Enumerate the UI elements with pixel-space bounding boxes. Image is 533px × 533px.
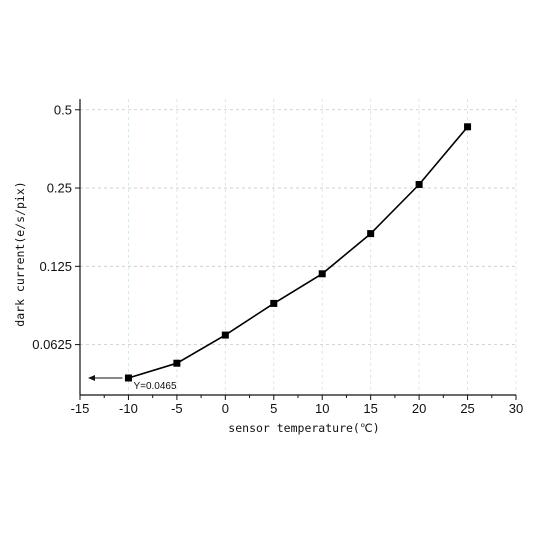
data-point-marker: [464, 123, 472, 131]
annotation-arrowhead: [88, 374, 95, 381]
series: [124, 123, 472, 382]
data-point-marker: [415, 180, 423, 188]
x-tick-label: -5: [171, 401, 183, 416]
data-point-marker: [221, 331, 229, 339]
series-line: [128, 126, 469, 379]
data-point-marker: [270, 299, 278, 307]
x-tick-label: 20: [412, 401, 426, 416]
data-point-marker: [318, 270, 326, 278]
x-tick-label: 30: [509, 401, 523, 416]
data-point-marker: [173, 359, 181, 367]
data-point-marker: [124, 374, 132, 382]
annotations: Y=0.0465: [88, 374, 177, 392]
grid: [80, 99, 517, 395]
y-tick-label: 0.25: [47, 181, 72, 196]
y-tick-label: 0.0625: [32, 337, 72, 352]
annotation-label: Y=0.0465: [133, 381, 177, 392]
x-tick-label: 15: [363, 401, 377, 416]
x-tick-labels: -15 -10 -5 0 5 10 15 20 25 30: [71, 401, 524, 416]
y-tick-label: 0.5: [54, 102, 72, 117]
x-axis-title: sensor temperature(℃): [228, 421, 379, 435]
x-tick-label: -15: [71, 401, 90, 416]
y-tick-label: 0.125: [39, 259, 72, 274]
x-tick-label: 10: [315, 401, 329, 416]
x-tick-label: 5: [270, 401, 277, 416]
y-axis-title: dark current(e/s/pix): [13, 181, 27, 326]
axes: [75, 99, 517, 400]
x-tick-label: -10: [119, 401, 138, 416]
x-tick-label: 0: [222, 401, 229, 416]
x-tick-label: 25: [460, 401, 474, 416]
y-tick-labels: 0.0625 0.125 0.25 0.5: [32, 102, 72, 352]
data-point-marker: [367, 230, 375, 238]
